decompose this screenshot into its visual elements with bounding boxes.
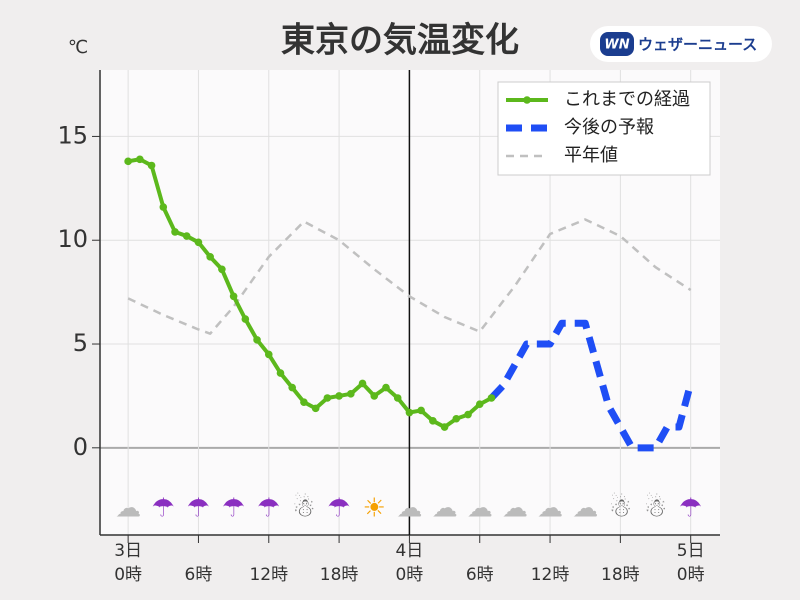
weather-icon: ☂ <box>257 494 280 524</box>
point <box>276 369 285 377</box>
weather-icon: ☂ <box>327 494 350 524</box>
logo-text: ウェザーニュース <box>638 36 757 54</box>
weather-icon: ☂ <box>222 494 245 524</box>
point <box>487 394 496 402</box>
point <box>382 383 390 392</box>
point <box>358 379 367 388</box>
weather-icon: ☃ <box>609 492 632 524</box>
weather-icon: ☃ <box>644 492 667 524</box>
weather-icon: ☂ <box>679 494 702 524</box>
point <box>288 383 297 392</box>
point <box>253 336 261 344</box>
legend-label: 今後の予報 <box>564 117 654 138</box>
point <box>124 157 132 166</box>
point <box>323 394 332 402</box>
point <box>136 155 144 164</box>
point <box>159 203 168 211</box>
point <box>452 414 461 423</box>
weather-icon: ☁ <box>537 494 563 524</box>
y-tick-label: 5 <box>73 329 88 357</box>
point <box>311 404 320 413</box>
logo-mark: WN <box>604 38 629 53</box>
y-tick-label: 15 <box>57 121 88 149</box>
weather-icon: ☁ <box>396 494 422 524</box>
point <box>147 161 156 170</box>
y-tick-label: 0 <box>73 433 88 461</box>
line <box>127 218 692 335</box>
x-tick-date: 3日 <box>114 541 142 561</box>
point <box>218 265 226 274</box>
x-tick-date: 4日 <box>395 541 423 561</box>
point <box>370 392 379 400</box>
weather-icon: ☃ <box>292 492 315 524</box>
point <box>464 410 472 419</box>
x-tick-label: 0時 <box>677 565 705 585</box>
weather-icon: ☁ <box>115 494 141 524</box>
point <box>417 406 425 415</box>
weather-icon: ☁ <box>502 494 528 524</box>
logo-badge <box>600 32 634 56</box>
weather-icon: ☁ <box>572 494 598 524</box>
point <box>206 253 214 261</box>
x-tick-label: 0時 <box>114 565 142 585</box>
point <box>241 315 250 323</box>
x-tick-label: 6時 <box>185 565 213 585</box>
line <box>488 319 695 452</box>
y-unit: ℃ <box>68 37 88 58</box>
point <box>347 390 355 398</box>
weather-icon: ☂ <box>187 494 210 524</box>
weather-icon: ☀ <box>363 494 386 524</box>
x-tick-label: 18時 <box>320 565 359 585</box>
weather-icon: ☂ <box>152 494 175 524</box>
x-tick-label: 18時 <box>601 565 640 585</box>
point <box>429 417 437 425</box>
logo-box <box>590 26 772 62</box>
legend-label: これまでの経過 <box>564 89 690 110</box>
point <box>405 408 414 417</box>
chart-title: 東京の気温変化 <box>281 21 519 61</box>
x-tick-label: 12時 <box>249 565 288 585</box>
point <box>393 394 402 402</box>
point <box>194 238 203 247</box>
point <box>171 228 179 236</box>
x-tick-label: 0時 <box>395 565 423 585</box>
point <box>335 392 343 400</box>
x-tick-label: 12時 <box>531 565 570 585</box>
point <box>264 350 273 359</box>
point <box>440 423 449 431</box>
point <box>300 398 308 406</box>
y-tick-label: 10 <box>57 225 88 253</box>
weather-icon: ☁ <box>467 494 493 524</box>
x-tick-date: 5日 <box>677 541 705 561</box>
legend-dot <box>523 96 531 104</box>
point <box>182 232 191 240</box>
point <box>475 400 484 409</box>
legend-label: 平年値 <box>564 145 618 166</box>
x-tick-label: 6時 <box>466 565 494 585</box>
weather-icon: ☁ <box>432 494 458 524</box>
point <box>229 292 238 301</box>
